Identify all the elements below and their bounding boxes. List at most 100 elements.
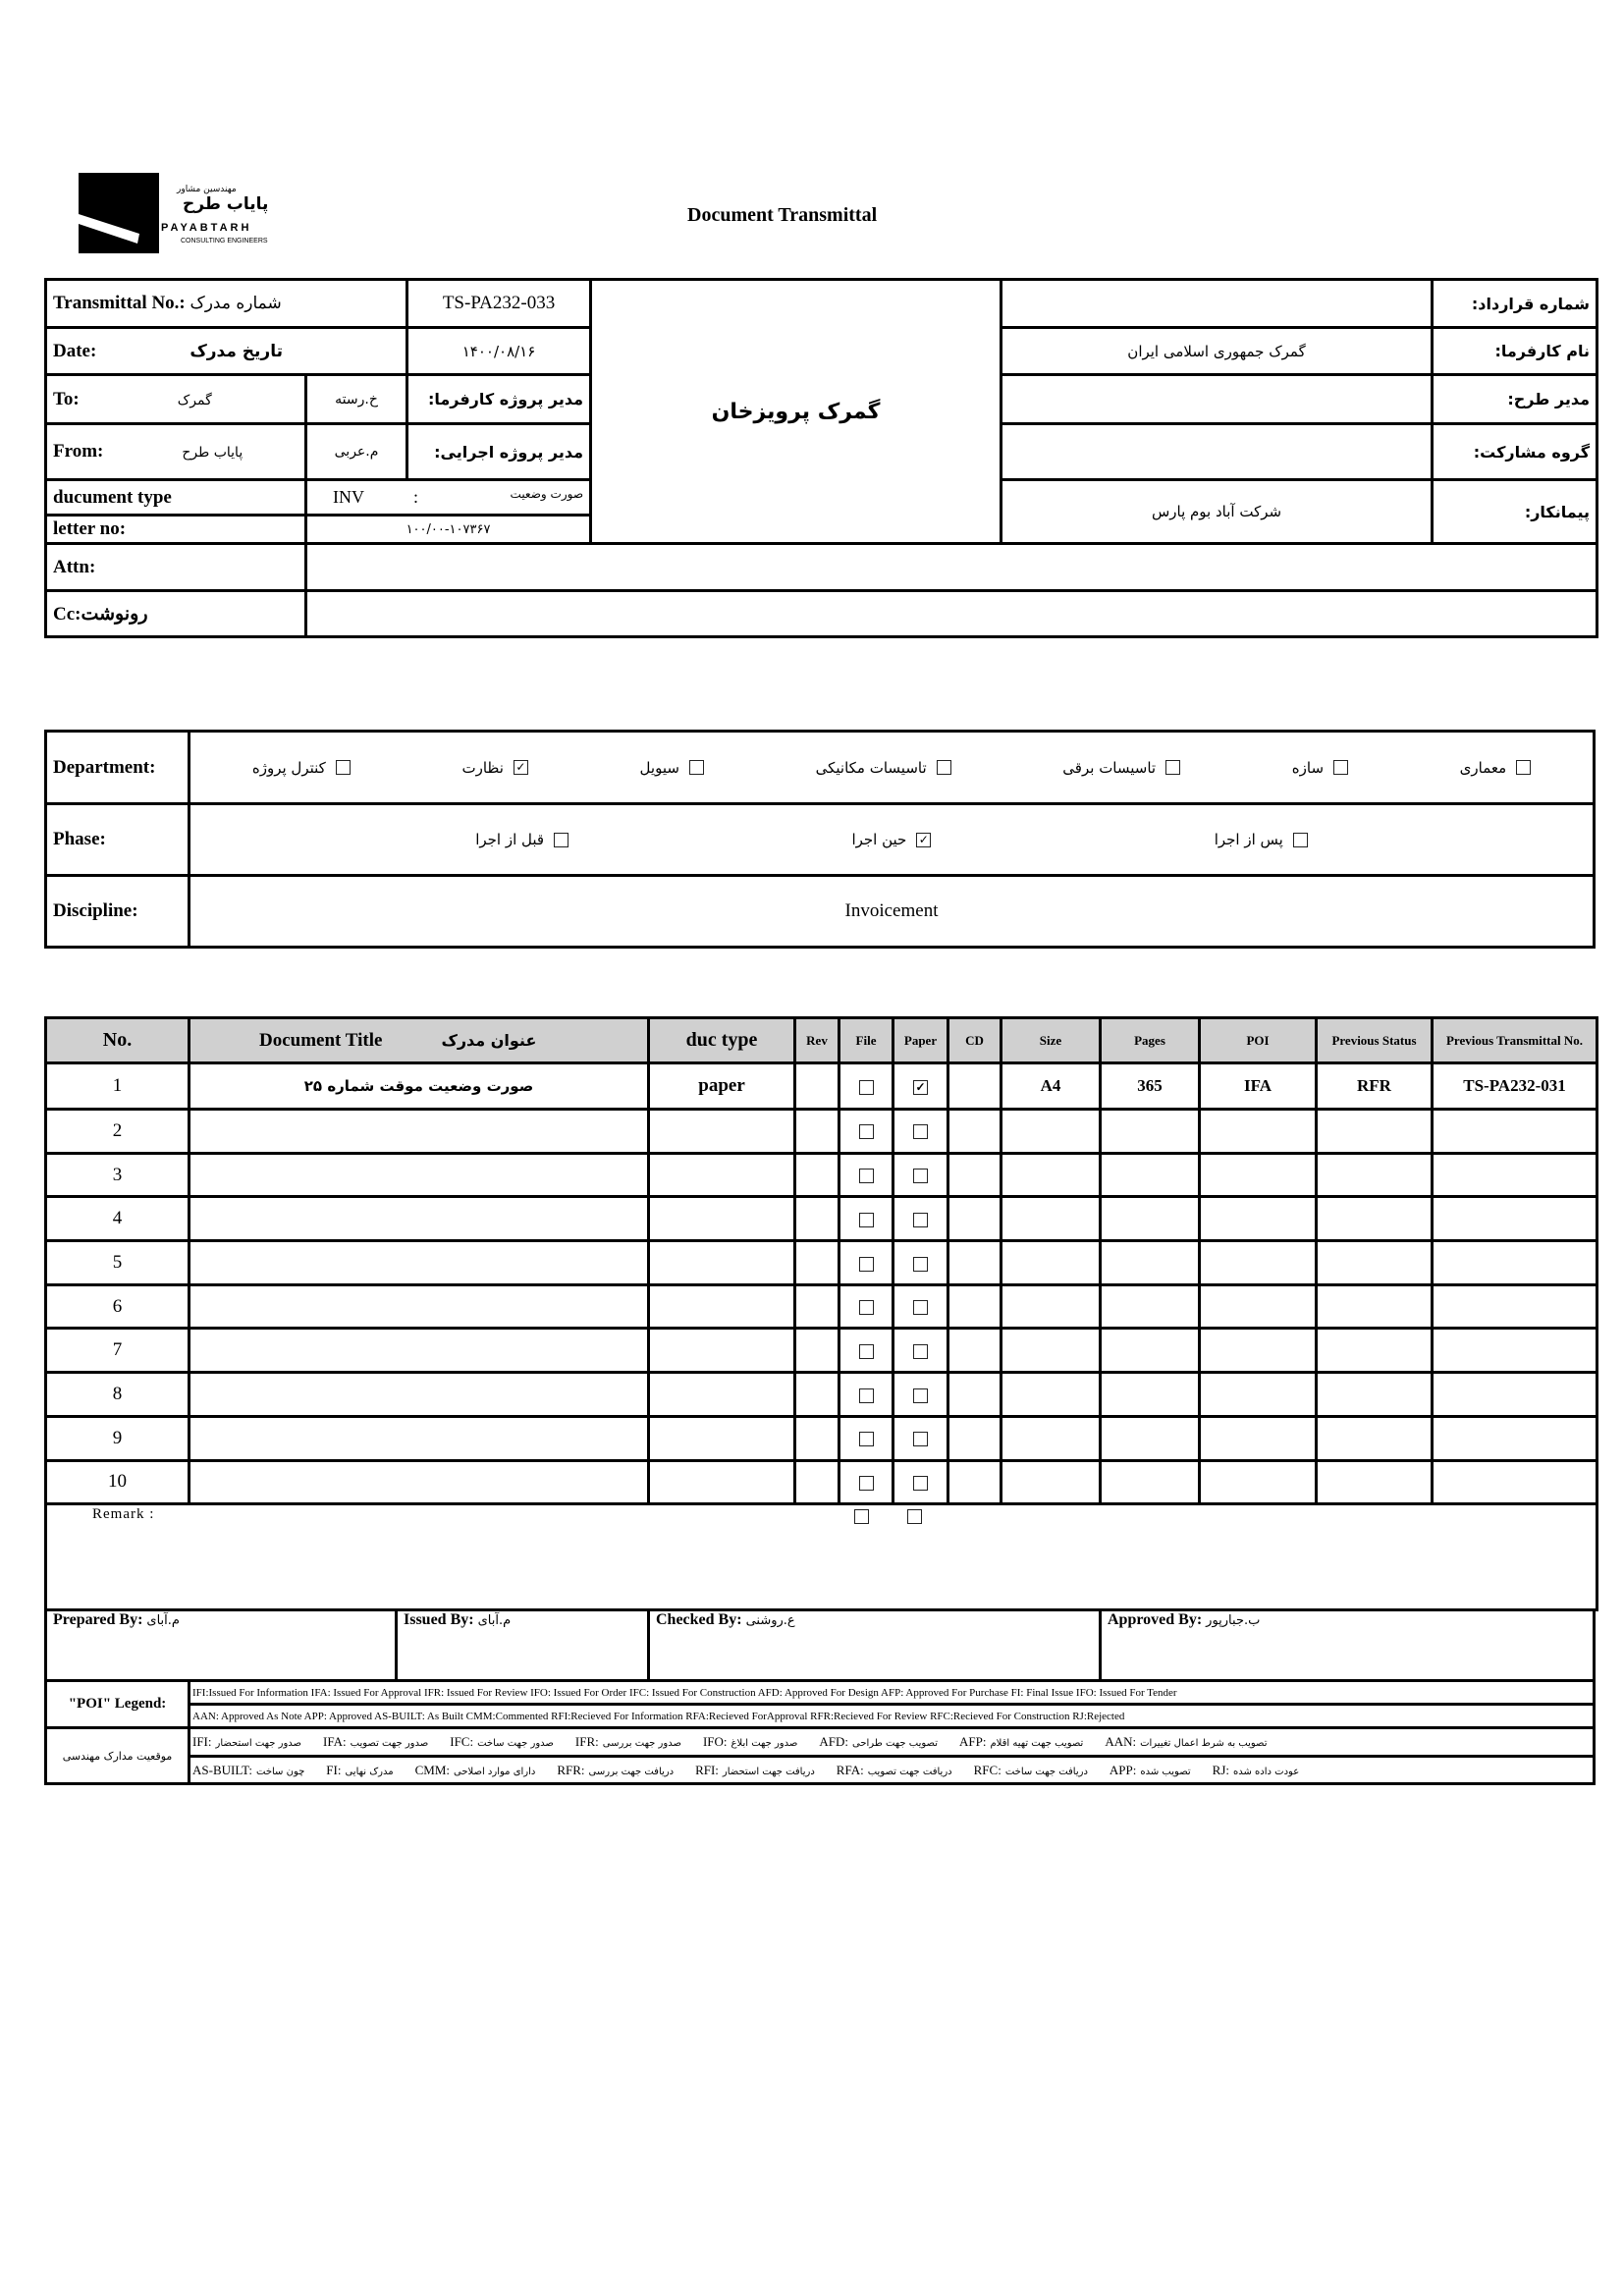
- department-checkbox[interactable]: [335, 760, 351, 775]
- cell-prev-status: [1315, 1239, 1434, 1286]
- cell-file: [838, 1108, 894, 1155]
- paper-checkbox[interactable]: [913, 1475, 928, 1491]
- phase-option[interactable]: قبل از اجرا: [475, 831, 569, 848]
- department-option[interactable]: سیویل: [640, 759, 704, 777]
- file-checkbox[interactable]: [858, 1256, 874, 1272]
- status-legend-item: IFC: صدور جهت ساخت: [450, 1734, 554, 1749]
- table-row: 8: [44, 1371, 1598, 1418]
- cell-file: [838, 1282, 894, 1331]
- col-type: duc type: [647, 1016, 796, 1064]
- signatures-table: Prepared By: م.آبای Issued By: م.آبای Ch…: [44, 1608, 1596, 1682]
- cell-poi: [1198, 1151, 1318, 1199]
- file-checkbox[interactable]: [858, 1432, 874, 1447]
- department-option[interactable]: معماری: [1460, 759, 1532, 777]
- poi-legend-line-1: IFI:Issued For Information IFA: Issued F…: [188, 1679, 1596, 1706]
- department-option[interactable]: تاسیسات مکانیکی: [816, 759, 951, 777]
- department-option[interactable]: تاسیسات برقی: [1062, 759, 1181, 777]
- status-desc: صدور جهت ساخت: [477, 1738, 554, 1749]
- phase-label: Phase:: [44, 802, 190, 877]
- status-legend-item: AAN: تصویب به شرط اعمال تغییرات: [1105, 1734, 1267, 1749]
- paper-checkbox[interactable]: [913, 1124, 928, 1140]
- department-checkbox[interactable]: [688, 760, 704, 775]
- header-table: Transmittal No.: شماره مدرک TS-PA232-033…: [43, 278, 1599, 638]
- cell-no: 10: [44, 1458, 190, 1506]
- phase-checkbox[interactable]: [1292, 832, 1308, 847]
- status-desc: دریافت جهت تصویب: [867, 1766, 952, 1777]
- cell-type: [647, 1108, 796, 1155]
- cell-rev: [793, 1239, 840, 1286]
- phase-option[interactable]: ✓ حین اجرا: [851, 831, 932, 848]
- paper-checkbox[interactable]: ✓: [913, 1079, 928, 1095]
- cell-pages: [1099, 1371, 1201, 1418]
- cell-title: [188, 1195, 650, 1243]
- department-checkbox[interactable]: [1165, 760, 1181, 775]
- phase-option[interactable]: پس از اجرا: [1215, 831, 1308, 848]
- status-code: RFI:: [695, 1762, 719, 1777]
- col-paper: Paper: [892, 1016, 949, 1064]
- client: گمرک جمهوری اسلامی ایران: [1000, 326, 1435, 376]
- remark-field[interactable]: Remark :: [44, 1502, 1598, 1612]
- transmittal-no: TS-PA232-033: [406, 278, 593, 329]
- cell-prev-transmittal: [1431, 1414, 1598, 1462]
- department-checkbox[interactable]: [1516, 760, 1532, 775]
- department-checkbox[interactable]: [1333, 760, 1349, 775]
- paper-checkbox[interactable]: [913, 1432, 928, 1447]
- cell-file: [838, 1327, 894, 1375]
- file-checkbox[interactable]: [858, 1212, 874, 1227]
- paper-checkbox[interactable]: [913, 1300, 928, 1316]
- file-checkbox[interactable]: [858, 1169, 874, 1184]
- status-desc: مدرک نهایی: [345, 1766, 394, 1777]
- remark-paper-checkbox[interactable]: [907, 1509, 922, 1525]
- discipline-value: Invoicement: [188, 874, 1596, 949]
- department-checkbox[interactable]: ✓: [513, 760, 528, 775]
- cell-rev: [793, 1282, 840, 1331]
- department-option-label: تاسیسات مکانیکی: [815, 758, 927, 777]
- status-desc: صدور جهت تصویب: [350, 1738, 429, 1749]
- cell-paper: [892, 1414, 949, 1462]
- col-file: File: [838, 1016, 894, 1064]
- department-option[interactable]: ✓ نظارت: [461, 759, 528, 777]
- doctype-label: ducument type: [44, 478, 307, 517]
- cell-size: [1000, 1371, 1102, 1418]
- paper-checkbox[interactable]: [913, 1256, 928, 1272]
- status-code: IFO:: [702, 1734, 728, 1749]
- paper-checkbox[interactable]: [913, 1387, 928, 1403]
- status-code: RFA:: [836, 1762, 864, 1777]
- department-option-label: کنترل پروژه: [251, 758, 326, 777]
- paper-checkbox[interactable]: [913, 1169, 928, 1184]
- cell-file: [838, 1195, 894, 1243]
- status-desc: صدور جهت بررسی: [602, 1738, 681, 1749]
- status-legend-item: RFC: دریافت جهت ساخت: [974, 1763, 1088, 1777]
- cell-paper: ✓: [892, 1061, 949, 1111]
- status-code: AS-BUILT:: [192, 1762, 252, 1777]
- cell-type: [647, 1371, 796, 1418]
- phase-checkbox[interactable]: [554, 832, 569, 847]
- cell-size: [1000, 1239, 1102, 1286]
- prepared-by: Prepared By: م.آبای: [44, 1608, 398, 1682]
- paper-checkbox[interactable]: [913, 1212, 928, 1227]
- file-checkbox[interactable]: [858, 1079, 874, 1095]
- status-desc: دارای موارد اصلاحی: [454, 1766, 536, 1777]
- paper-checkbox[interactable]: [913, 1343, 928, 1359]
- phase-option-label: قبل از اجرا: [475, 831, 545, 848]
- attn-label: Attn:: [44, 542, 307, 592]
- phase-checkbox[interactable]: ✓: [916, 832, 932, 847]
- col-title: Document Title عنوان مدرک: [188, 1016, 650, 1064]
- department-option[interactable]: کنترل پروژه: [252, 759, 351, 777]
- file-checkbox[interactable]: [858, 1343, 874, 1359]
- attn-value: [303, 542, 1599, 592]
- department-option[interactable]: سازه: [1292, 759, 1349, 777]
- cell-file: [838, 1458, 894, 1506]
- cell-no: 7: [44, 1327, 190, 1375]
- department-checkbox[interactable]: [936, 760, 951, 775]
- remark-file-checkbox[interactable]: [854, 1509, 869, 1525]
- file-checkbox[interactable]: [858, 1300, 874, 1316]
- file-checkbox[interactable]: [858, 1124, 874, 1140]
- from-person: م.عربی: [303, 422, 409, 481]
- cell-prev-status: [1315, 1151, 1434, 1199]
- phase-option-label: حین اجرا: [851, 831, 907, 848]
- status-legend-line-1: IFI: صدور جهت استحضار IFA: صدور جهت تصویب IF…: [188, 1726, 1596, 1758]
- cell-title: [188, 1108, 650, 1155]
- file-checkbox[interactable]: [858, 1475, 874, 1491]
- file-checkbox[interactable]: [858, 1387, 874, 1403]
